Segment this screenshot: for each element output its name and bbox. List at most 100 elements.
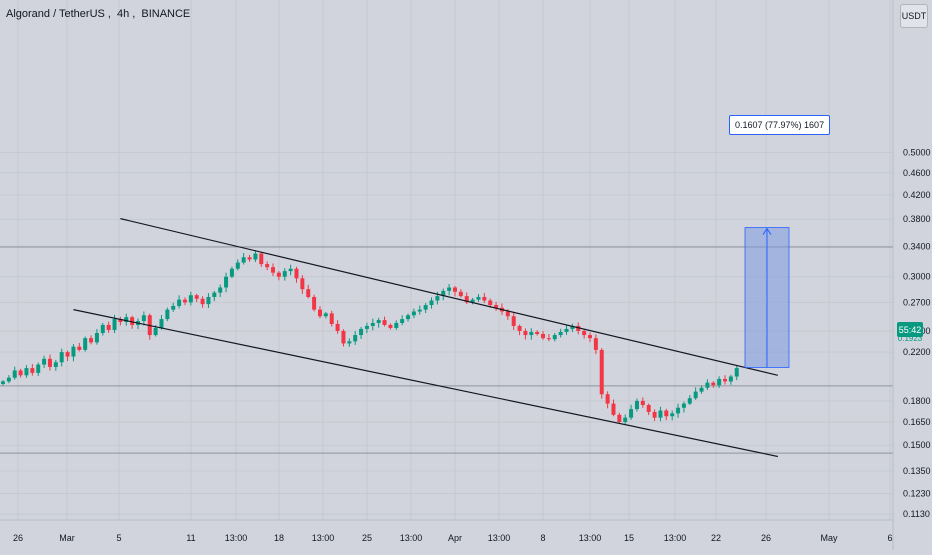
candle-body (24, 368, 29, 376)
candle-body (241, 257, 246, 263)
y-tick-label: 0.1130 (903, 509, 930, 519)
exchange-label: BINANCE (141, 8, 191, 20)
candle-body (1, 381, 5, 384)
candle-body (452, 287, 457, 292)
candle-body (276, 272, 281, 277)
x-tick-label: Mar (59, 533, 75, 543)
candle-body (400, 319, 405, 323)
candle-body (341, 330, 346, 344)
candle-body (576, 325, 581, 331)
currency-button[interactable]: USDT (900, 4, 928, 28)
symbol-name: Algorand / TetherUS (6, 8, 105, 20)
candle-body (458, 291, 463, 297)
channel-upper-line (120, 218, 778, 376)
candle-body (282, 271, 287, 277)
candle-body (100, 324, 105, 333)
candle-body (370, 322, 375, 326)
y-axis[interactable]: 0.5000 0.4600 0.4200 0.3800 0.3400 0.3000 0.27… (892, 0, 931, 550)
candle-body (505, 311, 510, 317)
candle-body (599, 349, 604, 395)
measure-tool[interactable] (744, 227, 790, 368)
candle-body (634, 400, 639, 410)
y-tick-label: 0.3800 (903, 214, 931, 224)
candle-body (699, 387, 704, 392)
x-tick-label: 26 (13, 533, 23, 543)
candle-body (435, 296, 440, 301)
measure-arrow-head (762, 227, 772, 235)
y-tick-label: 0.4600 (903, 168, 931, 178)
candle-body (265, 264, 270, 268)
candle-body (312, 296, 317, 310)
candle-body (394, 322, 399, 328)
candle-body (165, 309, 170, 320)
candle-body (177, 299, 182, 306)
candle-body (36, 364, 41, 373)
candles (1, 250, 739, 425)
candle-body (12, 370, 17, 378)
candle-body (253, 253, 258, 260)
candle-body (6, 377, 11, 382)
candle-body (83, 338, 88, 350)
candle-body (65, 352, 70, 357)
candle-body (77, 346, 82, 350)
candle-body (124, 317, 129, 323)
candle-body (212, 292, 217, 297)
candle-body (717, 378, 722, 386)
candle-body (200, 298, 205, 305)
candle-body (535, 331, 540, 335)
candle-body (558, 331, 563, 336)
measure-label: 0.1607 (77.97%) 1607 (729, 115, 831, 135)
x-tick-label: 13:00 (400, 533, 423, 543)
chart-title: Algorand / TetherUS, 4h, BINANCE (6, 8, 191, 20)
x-tick-label: 6 (887, 533, 892, 543)
candle-body (646, 404, 651, 412)
candle-body (529, 331, 534, 336)
x-tick-label: 11 (186, 533, 195, 543)
candle-body (376, 320, 381, 323)
candle-body (652, 411, 657, 418)
candle-body (417, 309, 422, 312)
candle-body (582, 330, 587, 336)
y-tick-label: 0.2700 (903, 297, 931, 307)
candle-body (47, 358, 52, 367)
candle-body (681, 403, 686, 408)
current-price-tag: 55:42 (897, 322, 923, 337)
candle-body (629, 409, 634, 418)
candle-body (42, 358, 47, 365)
candle-body (288, 268, 293, 272)
candle-body (570, 325, 575, 329)
candle-body (734, 368, 739, 377)
candle-body (300, 278, 305, 290)
candle-body (59, 352, 64, 363)
candle-body (411, 311, 416, 316)
candle-body (347, 341, 352, 344)
candle-body (317, 309, 322, 317)
candle-body (247, 257, 252, 260)
candle-body (546, 338, 551, 340)
grid (0, 0, 893, 520)
x-tick-label: Apr (448, 533, 462, 543)
candle-body (182, 299, 187, 303)
candle-body (294, 268, 299, 279)
candle-body (482, 296, 487, 301)
y-tick-label: 0.1230 (903, 488, 931, 498)
candle-body (218, 287, 223, 293)
y-tick-label: 0.5000 (903, 148, 931, 158)
candle-body (464, 296, 469, 303)
candle-body (359, 328, 364, 336)
candle-body (118, 319, 123, 323)
x-axis[interactable]: 26 Mar 5 11 13:00 18 13:00 25 13:00 Apr 13:00 8 13:0… (0, 519, 893, 543)
horizontal-levels (0, 246, 893, 454)
candle-body (306, 289, 311, 297)
candle-body (335, 323, 340, 331)
candle-body (517, 325, 522, 331)
candle-body (476, 296, 481, 300)
x-tick-label: 22 (711, 533, 721, 543)
candle-body (664, 410, 669, 417)
candle-body (687, 398, 692, 404)
candle-body (89, 338, 94, 343)
candle-body (71, 346, 76, 357)
candle-body (441, 290, 446, 297)
